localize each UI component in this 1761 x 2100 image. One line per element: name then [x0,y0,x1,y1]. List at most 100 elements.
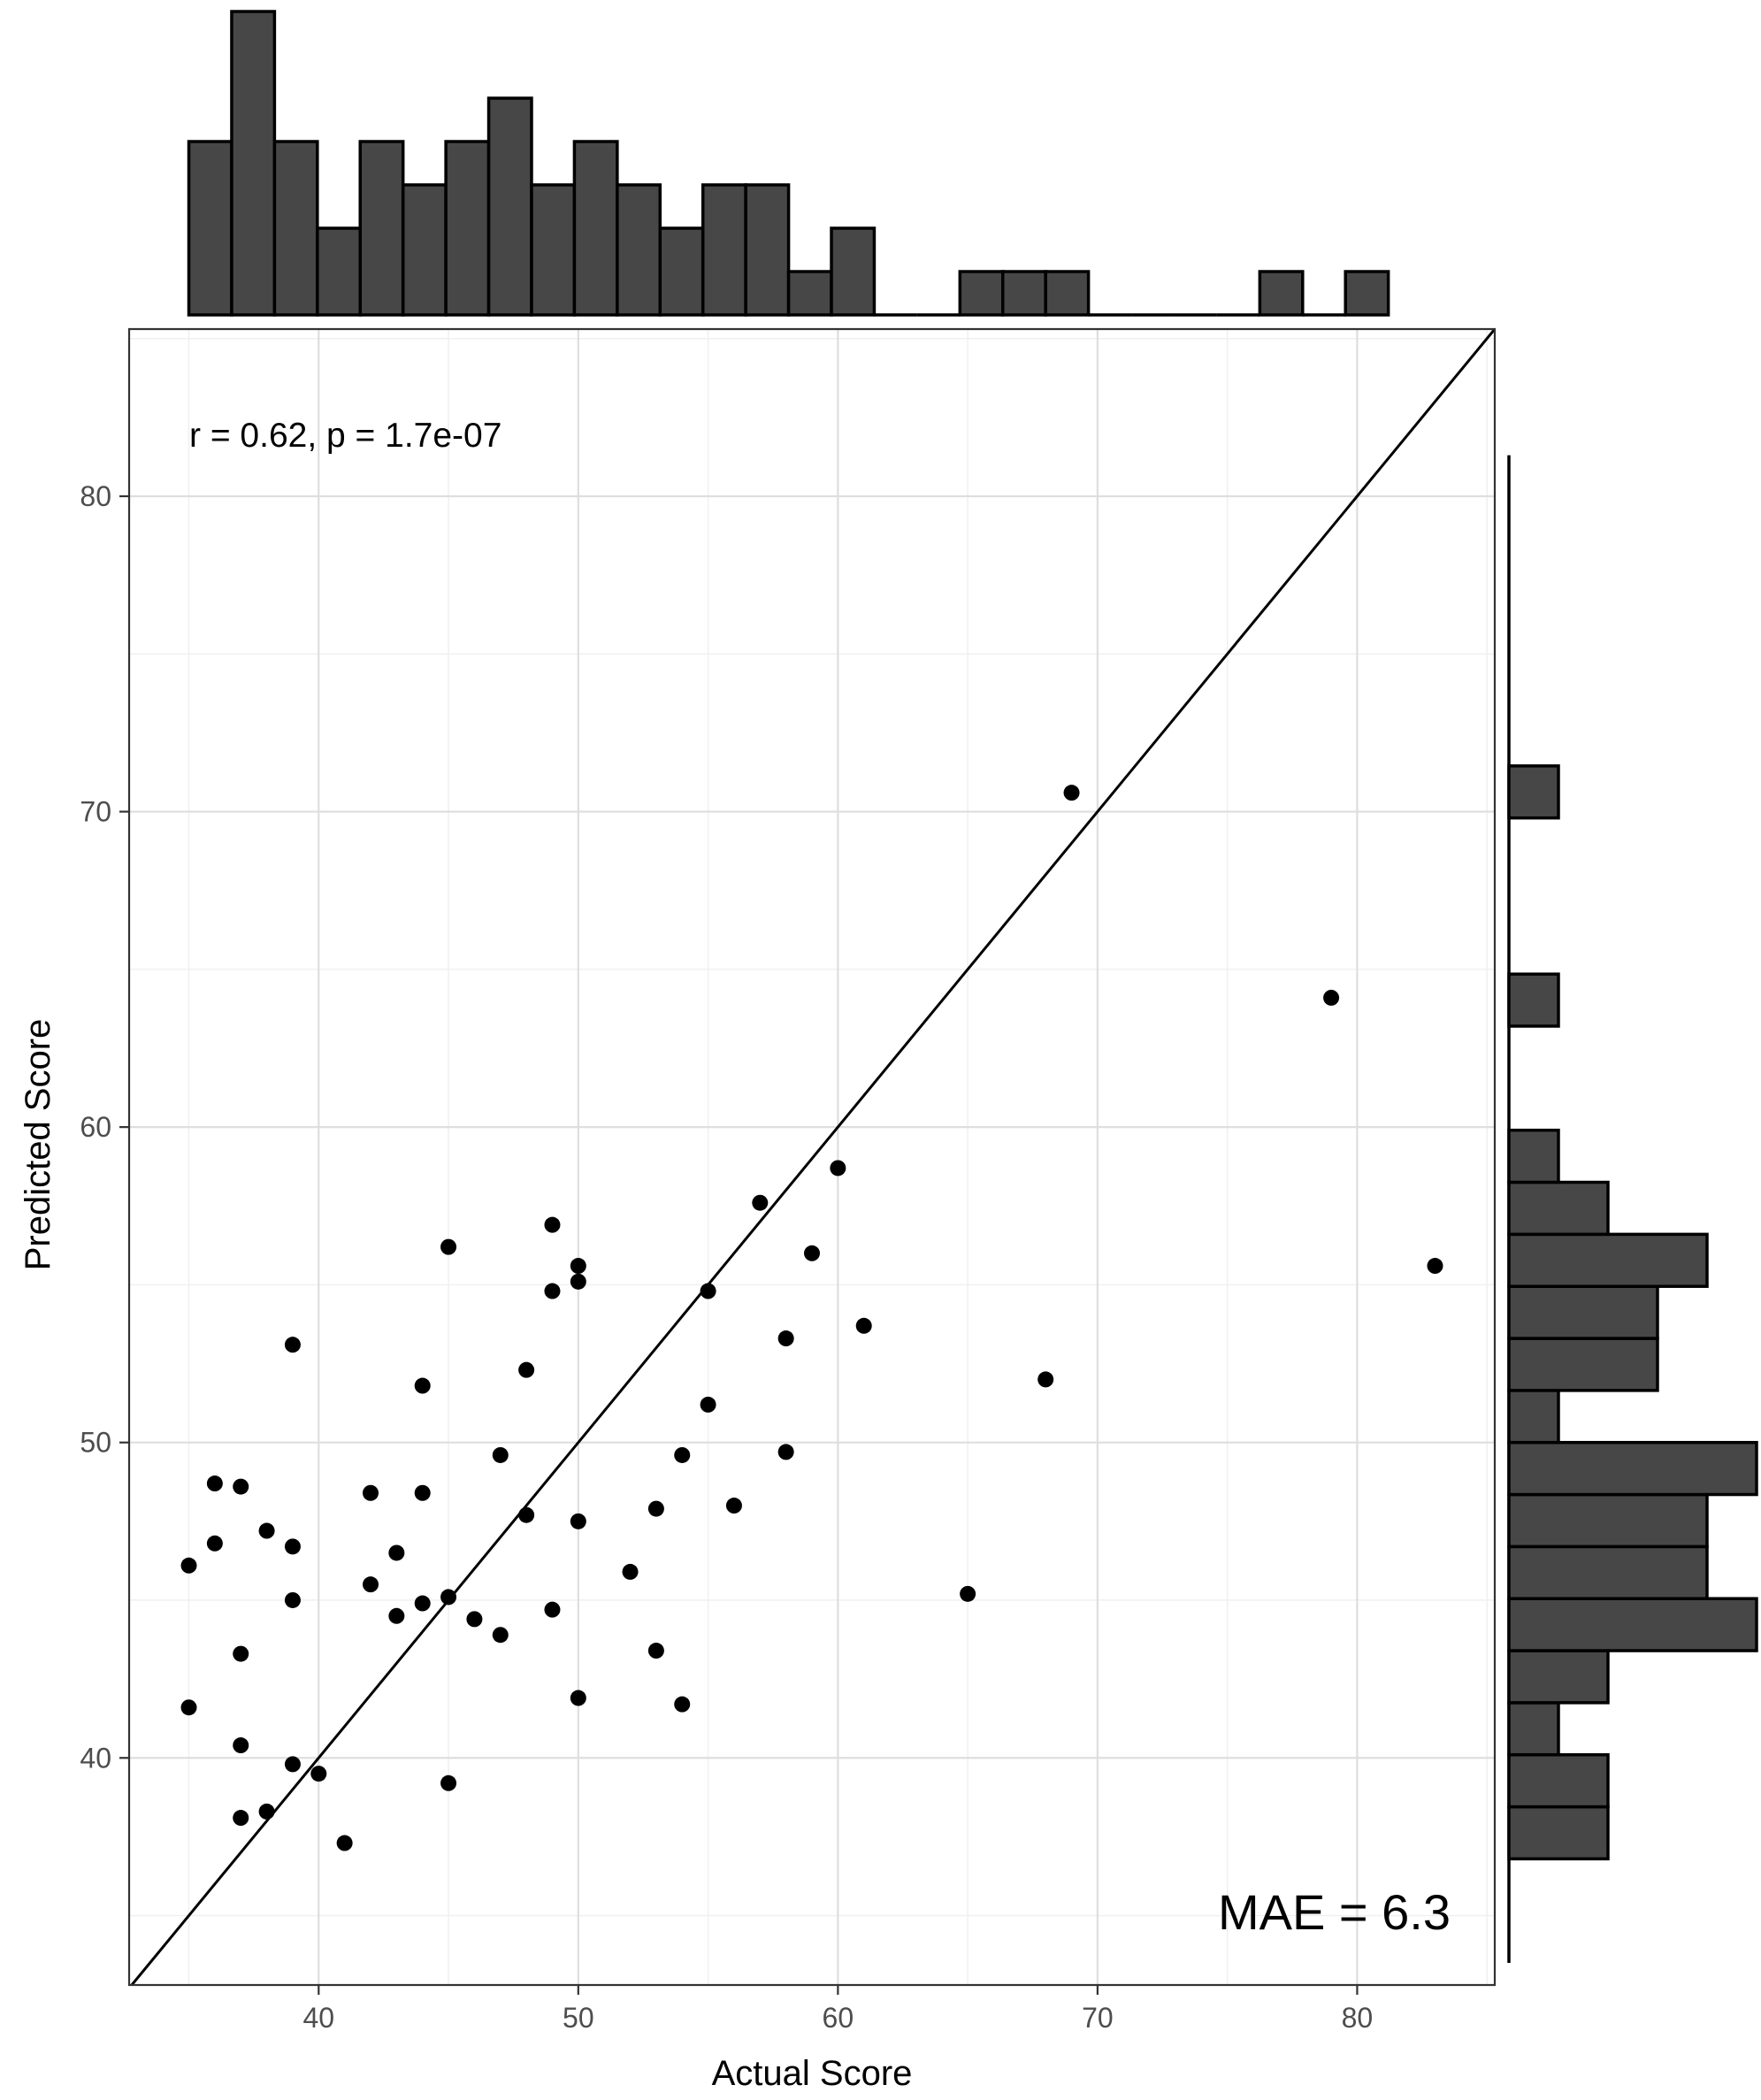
data-point [362,1484,379,1501]
top-hist-bar [658,226,705,317]
data-point [777,1330,794,1347]
top-hist-bar [701,183,747,317]
data-point [777,1444,794,1460]
top-hist-bar [958,270,1005,317]
data-point [674,1696,691,1713]
right-hist-bar [1507,1649,1610,1705]
data-point [1037,1371,1054,1388]
data-point [674,1446,691,1463]
y-tick-label: 80 [80,480,111,512]
data-point [700,1396,716,1413]
right-hist-bar [1507,1337,1659,1392]
data-point [284,1756,301,1773]
mae-annotation: MAE = 6.3 [1218,1884,1451,1940]
plot-panel-border [127,327,1497,1987]
data-point [233,1478,249,1495]
top-hist-bar [1258,270,1305,317]
data-point [570,1258,586,1275]
data-point [700,1283,716,1299]
data-point [440,1774,457,1791]
y-tick-label: 40 [80,1742,111,1774]
data-point [1323,989,1340,1006]
data-point [233,1737,249,1754]
data-point [804,1245,820,1261]
right-hist-bar [1507,1544,1709,1600]
right-hist-bar [1507,972,1560,1028]
top-hist-bar [272,140,319,317]
data-point [414,1377,431,1394]
data-point [414,1595,431,1612]
data-point [518,1361,535,1378]
top-hist-bar [187,140,234,317]
identity-line [130,328,1497,1986]
y-tick-label: 70 [80,796,111,828]
top-hist-bar [401,183,448,317]
data-point [388,1607,405,1624]
data-point [752,1194,769,1211]
data-point [647,1500,664,1517]
right-hist-bar [1507,1440,1758,1497]
x-tick-label: 70 [1082,2002,1114,2034]
data-point [518,1506,535,1523]
data-point [647,1643,664,1659]
right-hist-bar [1507,1805,1610,1861]
right-hist-bar [1507,1752,1610,1809]
data-point [466,1611,483,1628]
top-hist-bar [616,183,662,317]
top-hist-bar [1000,270,1047,317]
data-point [180,1557,197,1574]
x-tick-label: 80 [1342,2002,1374,2034]
x-tick-label: 50 [563,2002,594,2034]
y-tick-label: 60 [80,1111,111,1143]
top-hist-bar [1344,270,1390,317]
top-hist-bar [530,183,577,317]
data-point [570,1513,586,1529]
data-point [180,1699,197,1716]
x-tick-label: 60 [823,2002,854,2034]
right-marginal-histogram [1507,455,1758,1964]
data-point [310,1766,327,1782]
right-hist-bar [1507,1492,1709,1549]
right-hist-bar [1507,764,1560,820]
top-hist-bar [830,226,877,317]
data-point [388,1544,405,1561]
data-point [570,1690,586,1706]
grid-lines [129,329,1495,1985]
y-tick-label: 50 [80,1427,111,1459]
top-marginal-histogram [187,10,1390,317]
right-hist-bar [1507,1701,1560,1757]
data-point [414,1484,431,1501]
data-point [1427,1258,1443,1275]
top-hist-bar [444,140,491,317]
data-point [622,1563,639,1580]
top-hist-bar [230,10,277,317]
top-hist-bar [1044,270,1091,317]
right-hist-bar [1507,1232,1709,1288]
data-point [1063,785,1080,801]
y-axis-title: Predicted Score [19,1019,57,1271]
data-point [233,1645,249,1662]
x-axis-title: Actual Score [712,2054,913,2093]
top-hist-bar [486,96,533,317]
data-point [830,1160,846,1176]
data-point [440,1238,457,1255]
data-point [233,1810,249,1827]
top-hist-bar [316,226,362,317]
data-point [492,1446,509,1463]
data-point [492,1627,509,1644]
top-hist-bar [358,140,405,317]
data-point [362,1576,379,1593]
x-axis: 40 50 60 70 80 [302,1985,1373,2034]
top-hist-bar [572,140,619,317]
data-point [855,1317,872,1334]
data-point [284,1538,301,1555]
correlation-annotation: r = 0.62, p = 1.7e-07 [189,417,502,455]
data-point [544,1283,561,1299]
data-point [284,1337,301,1353]
x-tick-label: 40 [302,2002,334,2034]
data-point [336,1835,353,1851]
data-point [570,1273,586,1290]
data-point [725,1498,742,1514]
